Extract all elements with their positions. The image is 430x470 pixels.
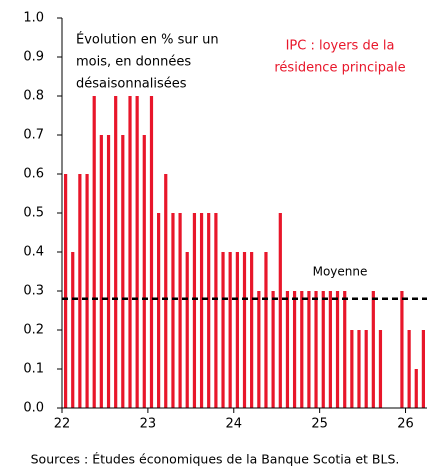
bar	[199, 213, 204, 408]
bar	[278, 213, 282, 408]
bar	[421, 330, 425, 408]
bar	[271, 291, 275, 408]
bar	[264, 252, 268, 408]
bar	[307, 291, 311, 408]
annotation: Évolution en % sur un	[76, 32, 219, 48]
bar	[114, 96, 118, 408]
bar	[285, 291, 290, 408]
y-tick-label: 0.5	[23, 206, 44, 221]
bar	[121, 135, 125, 408]
bar	[357, 330, 361, 408]
bar	[328, 291, 332, 408]
bar	[71, 252, 75, 408]
x-tick-label: 26	[397, 417, 414, 432]
y-tick-label: 0.6	[23, 167, 44, 182]
bar	[157, 213, 161, 408]
bar	[64, 174, 68, 408]
annotation: mois, en données	[76, 55, 191, 70]
bar	[92, 96, 96, 408]
y-tick-label: 0.8	[23, 89, 44, 104]
x-tick-label: 24	[225, 417, 242, 432]
bar	[414, 369, 418, 408]
bar	[350, 330, 354, 408]
bar	[192, 213, 197, 408]
bar	[106, 135, 111, 408]
bar	[171, 213, 175, 408]
bar	[185, 252, 189, 408]
y-tick-label: 0.9	[23, 50, 44, 65]
bar	[85, 174, 89, 408]
bar	[321, 291, 325, 408]
bar	[300, 291, 304, 408]
bar	[250, 252, 254, 408]
bar	[99, 135, 103, 408]
bar	[257, 291, 261, 408]
bar	[292, 291, 297, 408]
x-tick-label: 22	[54, 417, 71, 432]
bar	[214, 213, 218, 408]
bar	[128, 96, 132, 408]
x-tick-label: 25	[311, 417, 328, 432]
bar	[400, 291, 404, 408]
bar	[364, 330, 368, 408]
series-title: IPC : loyers de la	[286, 39, 395, 54]
bar	[164, 174, 168, 408]
y-tick-label: 0.2	[23, 323, 44, 338]
bar	[343, 291, 347, 408]
y-tick-label: 0.7	[23, 128, 44, 143]
y-tick-label: 0.1	[23, 362, 44, 377]
bar	[142, 135, 146, 408]
bar	[378, 330, 383, 408]
bar	[371, 291, 375, 408]
bar	[335, 291, 340, 408]
bar	[314, 291, 318, 408]
bar	[178, 213, 182, 408]
x-tick-label: 23	[140, 417, 157, 432]
average-label: Moyenne	[313, 265, 368, 279]
y-tick-label: 0.3	[23, 284, 44, 299]
bar	[207, 213, 211, 408]
bar	[221, 252, 225, 408]
y-tick-label: 0.0	[23, 401, 44, 416]
bar	[149, 96, 154, 408]
bar	[78, 174, 82, 408]
bar	[235, 252, 239, 408]
bar	[228, 252, 232, 408]
y-tick-label: 0.4	[23, 245, 44, 260]
bar	[242, 252, 247, 408]
bar	[135, 96, 139, 408]
series-title: résidence principale	[274, 61, 405, 76]
y-tick-label: 1.0	[23, 11, 44, 26]
bar	[407, 330, 411, 408]
annotation: désaisonnalisées	[76, 77, 187, 92]
source: Sources : Études économiques de la Banqu…	[31, 452, 400, 467]
